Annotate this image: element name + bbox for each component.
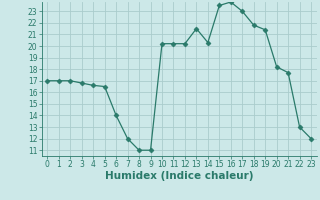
X-axis label: Humidex (Indice chaleur): Humidex (Indice chaleur) bbox=[105, 171, 253, 181]
